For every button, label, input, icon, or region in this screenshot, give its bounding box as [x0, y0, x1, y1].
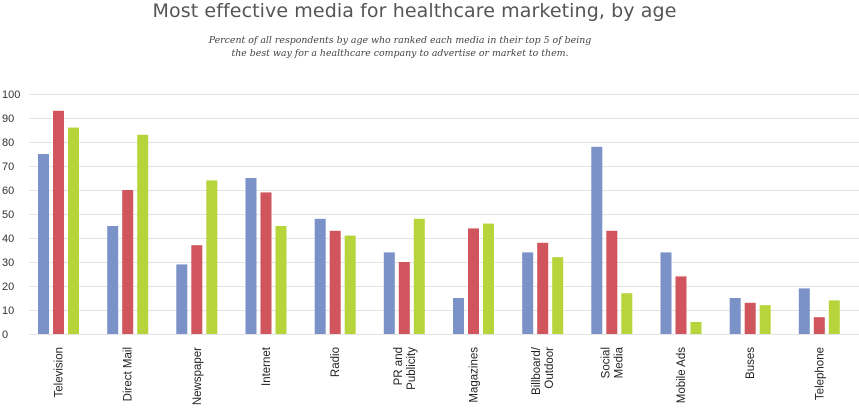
bar	[413, 218, 425, 334]
y-tick-label: 60	[2, 185, 14, 197]
x-tick-label-line: PR and	[393, 347, 405, 385]
bar	[729, 298, 741, 334]
bar	[68, 127, 79, 334]
bar	[522, 252, 534, 334]
x-tick-label: SocialMedia	[600, 346, 625, 378]
bar	[137, 134, 149, 334]
x-tick-label-line: Media	[613, 346, 625, 378]
bar	[107, 226, 119, 334]
bar	[344, 235, 356, 334]
bar	[828, 300, 840, 334]
x-tick-label: Billboard/Outdoor	[531, 346, 556, 395]
bar	[591, 146, 603, 334]
bar	[813, 317, 825, 334]
bar	[606, 230, 618, 334]
x-tick-label-line: Radio	[330, 347, 342, 377]
y-tick-label: 90	[2, 113, 14, 125]
bar	[53, 110, 64, 334]
bar	[483, 223, 494, 334]
x-tick-label: Direct Mail	[123, 347, 135, 401]
bar	[275, 226, 287, 334]
y-tick-label: 20	[2, 281, 14, 293]
x-axis-ticks: Television Direct Mail Newspaper Internet Ra…	[54, 346, 827, 405]
x-tick-label-line: Mobile Ads	[676, 347, 688, 404]
y-tick-label: 70	[2, 161, 14, 173]
x-tick-label: PR andPublicity	[393, 347, 418, 390]
bar	[206, 180, 218, 334]
x-tick-label: Magazines	[469, 347, 481, 403]
chart-title: Most effective media for healthcare mark…	[152, 0, 677, 22]
x-tick-label-line: Internet	[261, 346, 273, 386]
x-tick-label-line: Social	[600, 347, 612, 378]
bar	[260, 192, 272, 334]
x-tick-label-line: Outdoor	[544, 347, 556, 389]
bar	[537, 242, 549, 334]
x-tick-label: Internet	[261, 346, 273, 386]
bar	[329, 230, 341, 334]
x-tick-label-line: Television	[54, 347, 66, 398]
y-tick-label: 0	[2, 329, 8, 341]
x-tick-label: Buses	[745, 347, 757, 379]
bar	[176, 264, 188, 334]
bar	[660, 252, 672, 334]
chart-subtitle-line-1: Percent of all respondents by age who ra…	[208, 35, 592, 46]
bar	[690, 322, 702, 334]
x-tick-label: Telephone	[814, 347, 826, 400]
bar	[314, 218, 326, 334]
bar	[383, 252, 395, 334]
bar	[552, 257, 564, 334]
y-tick-label: 30	[2, 257, 14, 269]
bar	[468, 228, 479, 334]
bar	[453, 298, 464, 334]
bar	[191, 245, 203, 334]
bar	[798, 288, 810, 334]
bar	[245, 178, 257, 334]
bar	[759, 305, 771, 334]
y-tick-label: 40	[2, 233, 14, 245]
bar	[398, 262, 410, 334]
gridlines	[29, 94, 859, 335]
y-tick-label: 100	[2, 89, 20, 101]
bar	[675, 276, 687, 334]
y-tick-label: 10	[2, 305, 14, 317]
bar	[38, 154, 49, 334]
x-tick-label-line: Telephone	[814, 347, 826, 400]
chart-subtitle: Percent of all respondents by age who ra…	[200, 35, 600, 60]
bars	[38, 110, 840, 334]
x-tick-label-line: Newspaper	[192, 347, 204, 405]
x-tick-label: Newspaper	[192, 347, 204, 405]
x-tick-label-line: Magazines	[469, 347, 481, 403]
x-tick-label-line: Billboard/	[531, 346, 543, 395]
x-tick-label: Mobile Ads	[676, 347, 688, 404]
chart-subtitle-line-2: the best way for a healthcare company to…	[231, 47, 569, 59]
x-tick-label-line: Direct Mail	[123, 347, 135, 401]
x-tick-label: Television	[54, 347, 66, 398]
bar	[744, 302, 756, 334]
y-axis-ticks: 0 10 20 30 40 50 60 70 80 90 100	[2, 89, 20, 341]
x-tick-label: Radio	[330, 347, 342, 377]
x-tick-label-line: Publicity	[406, 347, 418, 390]
x-tick-label-line: Buses	[745, 347, 757, 379]
y-tick-label: 50	[2, 209, 14, 221]
y-tick-label: 80	[2, 137, 14, 149]
bar	[122, 190, 134, 334]
bar	[621, 293, 633, 334]
